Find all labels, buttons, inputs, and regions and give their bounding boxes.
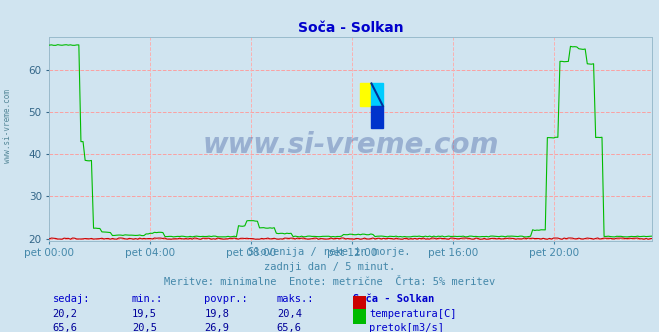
Bar <box>360 83 372 106</box>
Title: Soča - Solkan: Soča - Solkan <box>298 21 404 35</box>
Text: www.si-vreme.com: www.si-vreme.com <box>203 131 499 159</box>
Text: Meritve: minimalne  Enote: metrične  Črta: 5% meritev: Meritve: minimalne Enote: metrične Črta:… <box>164 277 495 287</box>
Bar <box>372 83 383 106</box>
Text: temperatura[C]: temperatura[C] <box>369 309 457 319</box>
Text: www.si-vreme.com: www.si-vreme.com <box>3 89 13 163</box>
Bar <box>372 106 383 128</box>
Text: 19,5: 19,5 <box>132 309 157 319</box>
Text: 65,6: 65,6 <box>277 323 302 332</box>
Text: 20,5: 20,5 <box>132 323 157 332</box>
Text: 20,2: 20,2 <box>53 309 78 319</box>
Text: zadnji dan / 5 minut.: zadnji dan / 5 minut. <box>264 262 395 272</box>
Text: 65,6: 65,6 <box>53 323 78 332</box>
Text: povpr.:: povpr.: <box>204 294 248 304</box>
Text: Slovenija / reke in morje.: Slovenija / reke in morje. <box>248 247 411 257</box>
Text: sedaj:: sedaj: <box>53 294 90 304</box>
Text: pretok[m3/s]: pretok[m3/s] <box>369 323 444 332</box>
Text: Soča - Solkan: Soča - Solkan <box>353 294 434 304</box>
Text: 19,8: 19,8 <box>204 309 229 319</box>
Text: 26,9: 26,9 <box>204 323 229 332</box>
Text: 20,4: 20,4 <box>277 309 302 319</box>
Text: min.:: min.: <box>132 294 163 304</box>
Text: maks.:: maks.: <box>277 294 314 304</box>
